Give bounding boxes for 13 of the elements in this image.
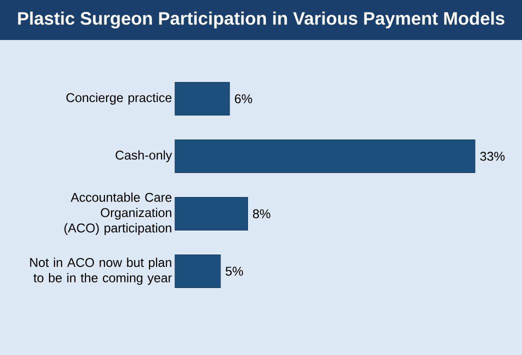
bar [174, 254, 221, 288]
y-tick-label: Not in ACO now but plan to be in the coming year [30, 258, 172, 285]
chart-title: Plastic Surgeon Participation in Various Payment Models [18, 12, 504, 28]
y-tick-label: Concierge practice [66, 92, 172, 105]
y-tick-label: Accountable Care Organization (ACO) participation [64, 192, 172, 235]
data-label: 8% [252, 209, 270, 218]
bar [174, 196, 248, 231]
data-label: 5% [226, 266, 244, 276]
data-label: 6% [234, 94, 252, 104]
bar [174, 139, 476, 174]
bar [174, 82, 230, 116]
y-tick-label: Cash-only [116, 150, 172, 162]
data-label: 33% [480, 152, 505, 161]
